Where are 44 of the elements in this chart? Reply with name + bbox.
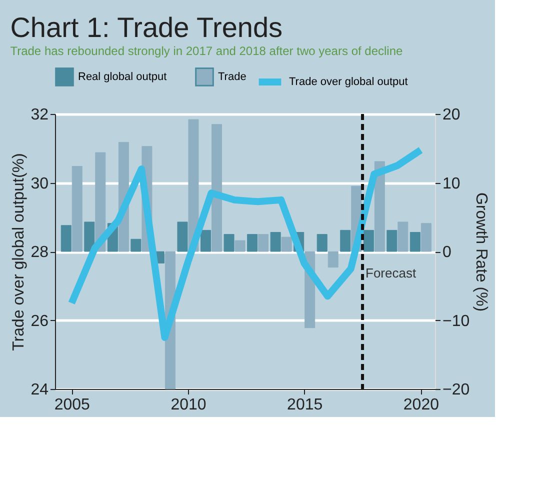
bar [72, 166, 82, 252]
bar [200, 230, 212, 252]
bar [130, 238, 142, 252]
bar [410, 232, 420, 252]
bar [270, 232, 281, 252]
chart-subtitle: Trade has rebounded strongly in 2017 and 2018 after two years of decline [10, 44, 404, 58]
bar [398, 222, 408, 252]
x-tick-label: 2010 [170, 396, 206, 414]
x-tick-label: 2015 [287, 396, 323, 414]
y-tick-label: 30 [30, 175, 49, 192]
y2-tick-label: −20 [442, 382, 470, 398]
bar [84, 222, 95, 252]
y2-tick-label: 0 [442, 244, 452, 261]
bar [316, 234, 328, 252]
y2-tick-label: 10 [442, 175, 460, 192]
y2-tick-label: 20 [442, 106, 460, 124]
bar [420, 223, 432, 252]
bar [247, 234, 258, 252]
y2-tick-label: −10 [442, 312, 470, 330]
y-tick-label: 24 [30, 382, 49, 398]
bar [374, 161, 385, 252]
bar [224, 234, 234, 252]
x-tick-label: 2020 [403, 396, 440, 414]
bar [212, 124, 222, 252]
legend-label: Trade [218, 70, 246, 83]
y-tick-label: 28 [30, 244, 49, 261]
bar [234, 240, 246, 252]
y-tick-label: 26 [30, 312, 49, 330]
ref-line-label: Forecast [366, 266, 416, 280]
bar [386, 230, 398, 252]
x-tick-label: 2005 [54, 396, 90, 414]
y2-axis-title: Growth Rate (%) [472, 192, 490, 312]
bar [328, 251, 338, 268]
bar [60, 225, 72, 252]
bar [281, 236, 292, 252]
bar [363, 230, 374, 252]
legend-label: Real global output [78, 70, 167, 83]
chart-title: Chart 1: Trade Trends [10, 12, 283, 43]
y-tick-label: 32 [30, 106, 49, 124]
bar [340, 230, 351, 252]
legend-label: Trade over global output [289, 76, 408, 88]
y-axis-title: Trade over global output(%) [10, 153, 28, 351]
bar [177, 222, 188, 252]
bar [258, 234, 269, 252]
